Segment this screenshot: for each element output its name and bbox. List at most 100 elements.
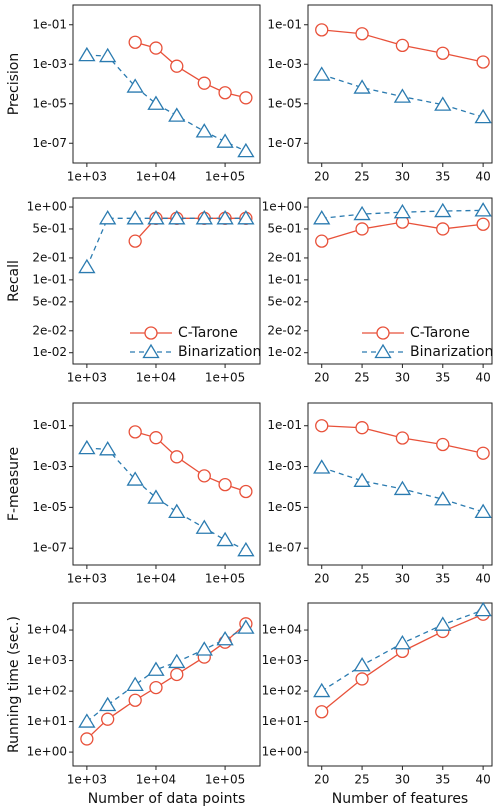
marker bbox=[101, 712, 115, 726]
plot-frame bbox=[307, 4, 493, 164]
legend-label: C-Tarone bbox=[178, 325, 238, 341]
y-tick-label: 5e-02 bbox=[267, 294, 302, 308]
x-tick-label: 1e+03 bbox=[67, 773, 107, 787]
legend-marker bbox=[376, 326, 390, 340]
y-tick-label: 1e-03 bbox=[267, 57, 302, 71]
x-tick-label: 25 bbox=[354, 170, 369, 184]
marker bbox=[80, 732, 94, 746]
legend-label: Binarization bbox=[178, 344, 261, 360]
marker bbox=[434, 202, 452, 218]
legend-marker bbox=[374, 343, 392, 359]
marker bbox=[313, 66, 331, 81]
series-line bbox=[321, 613, 484, 713]
y-tick-label: 1e+01 bbox=[262, 714, 302, 728]
y-tick-label: 5e-01 bbox=[32, 221, 67, 235]
y-tick-label: 1e+00 bbox=[27, 200, 67, 214]
marker bbox=[128, 35, 142, 49]
marker bbox=[168, 653, 186, 669]
marker bbox=[393, 480, 412, 496]
marker bbox=[197, 469, 211, 483]
marker bbox=[315, 234, 329, 248]
y-axis-title: Recall bbox=[6, 260, 22, 302]
x-tick-label: 35 bbox=[435, 572, 450, 586]
legend-label: Binarization bbox=[410, 344, 493, 360]
x-tick-label: 1e+03 bbox=[67, 572, 107, 586]
marker bbox=[126, 210, 144, 225]
y-tick-label: 1e-01 bbox=[32, 272, 67, 286]
marker bbox=[216, 210, 234, 225]
series-line bbox=[321, 209, 484, 219]
y-tick-label: 1e-05 bbox=[267, 96, 302, 110]
y-tick-label: 1e-07 bbox=[267, 136, 302, 150]
x-tick-label: 30 bbox=[395, 773, 410, 787]
plot-frame bbox=[307, 197, 493, 365]
marker bbox=[128, 425, 142, 439]
y-tick-label: 1e-03 bbox=[32, 57, 67, 71]
x-tick-label: 40 bbox=[475, 371, 490, 385]
y-tick-label: 1e-01 bbox=[267, 418, 302, 432]
x-tick-label: 20 bbox=[314, 572, 329, 586]
x-tick-label: 25 bbox=[354, 572, 369, 586]
marker bbox=[353, 205, 371, 221]
y-tick-label: 5e-02 bbox=[32, 294, 67, 308]
marker bbox=[147, 95, 165, 110]
y-tick-label: 2e-01 bbox=[267, 250, 302, 264]
marker bbox=[197, 76, 211, 90]
y-tick-label: 1e+04 bbox=[27, 623, 67, 637]
marker bbox=[170, 450, 184, 464]
marker bbox=[170, 59, 184, 73]
marker bbox=[355, 27, 369, 41]
marker bbox=[78, 258, 96, 274]
y-tick-label: 2e-02 bbox=[32, 323, 67, 337]
y-axis-title: F-measure bbox=[6, 447, 22, 521]
marker bbox=[237, 142, 255, 158]
marker bbox=[126, 471, 144, 486]
x-tick-label: 1e+04 bbox=[136, 170, 176, 184]
x-tick-label: 40 bbox=[475, 773, 490, 787]
marker bbox=[147, 661, 165, 676]
y-tick-label: 1e-01 bbox=[267, 17, 302, 31]
y-tick-label: 2e-01 bbox=[32, 250, 67, 264]
marker bbox=[436, 437, 450, 452]
marker bbox=[237, 541, 255, 557]
marker bbox=[218, 86, 232, 100]
marker bbox=[434, 490, 452, 506]
y-tick-label: 1e+00 bbox=[262, 200, 302, 214]
marker bbox=[126, 676, 144, 691]
marker bbox=[195, 210, 213, 225]
plot-frame bbox=[72, 602, 261, 767]
y-tick-label: 1e+01 bbox=[27, 714, 67, 728]
x-tick-label: 20 bbox=[314, 170, 329, 184]
marker bbox=[476, 446, 490, 460]
marker bbox=[395, 431, 410, 445]
plot-frame bbox=[72, 197, 261, 365]
y-tick-label: 1e-05 bbox=[32, 96, 67, 110]
legend-label: C-Tarone bbox=[410, 325, 470, 341]
x-tick-label: 30 bbox=[395, 572, 410, 586]
marker bbox=[393, 203, 412, 219]
legend-marker bbox=[142, 343, 160, 359]
x-axis-title: Number of features bbox=[332, 791, 468, 807]
marker bbox=[216, 133, 234, 148]
x-tick-label: 1e+05 bbox=[205, 572, 245, 586]
y-tick-label: 1e+03 bbox=[27, 653, 67, 667]
marker bbox=[149, 41, 163, 55]
x-tick-label: 40 bbox=[475, 170, 490, 184]
marker bbox=[147, 210, 165, 225]
marker bbox=[395, 38, 410, 53]
marker bbox=[99, 47, 117, 63]
marker bbox=[99, 441, 117, 456]
y-tick-label: 2e-02 bbox=[267, 323, 302, 337]
y-tick-label: 1e-02 bbox=[267, 345, 302, 359]
marker bbox=[313, 459, 331, 474]
y-tick-label: 1e+03 bbox=[262, 653, 302, 667]
plot-frame bbox=[307, 602, 493, 767]
y-tick-label: 1e-05 bbox=[32, 500, 67, 514]
marker bbox=[476, 55, 490, 69]
x-tick-label: 1e+04 bbox=[136, 371, 176, 385]
plot-frame bbox=[72, 4, 261, 164]
x-tick-label: 30 bbox=[395, 170, 410, 184]
y-tick-label: 1e-03 bbox=[32, 459, 67, 473]
marker bbox=[355, 672, 369, 686]
